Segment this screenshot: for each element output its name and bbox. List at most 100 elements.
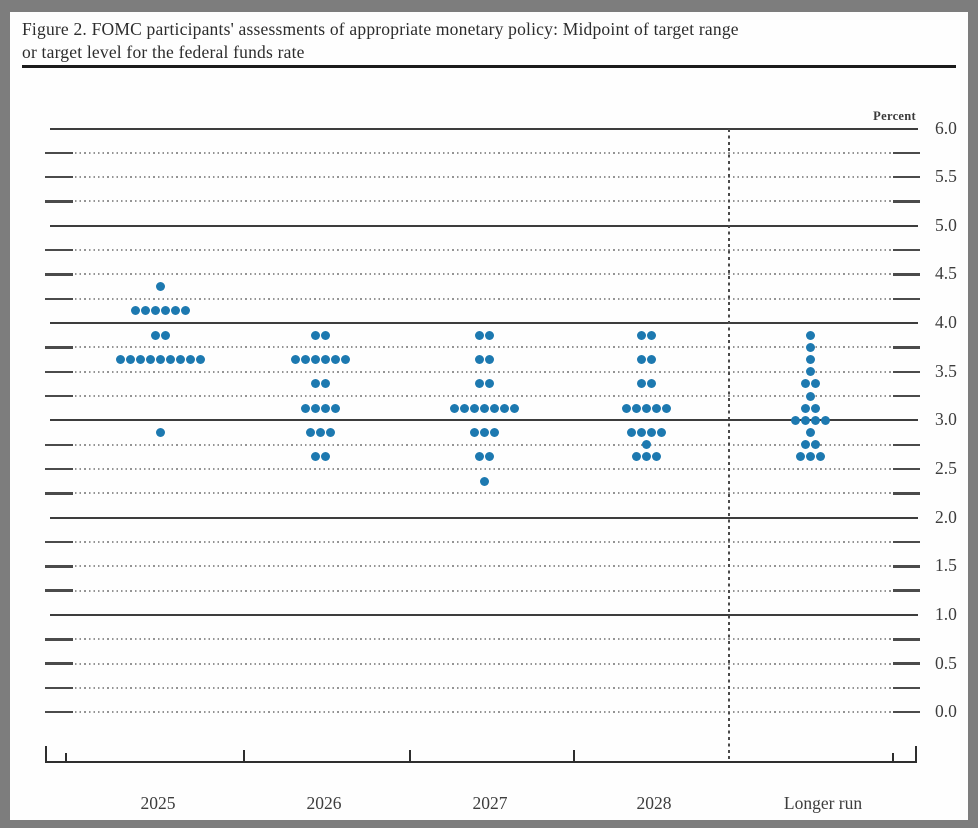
y-axis-unit-label: Percent: [873, 109, 916, 123]
participant-dot: [636, 330, 646, 340]
y-tick-label: 4.0: [935, 312, 957, 333]
participant-dot: [646, 379, 656, 389]
participant-dot: [646, 428, 656, 438]
participant-dot: [180, 306, 190, 316]
participant-dot: [484, 330, 494, 340]
participant-dot: [479, 403, 489, 413]
gridline-right-tick: [893, 394, 920, 398]
gridline-left-tick: [45, 492, 73, 495]
gridline-left-tick: [45, 565, 73, 568]
gridline-dotted: [75, 492, 891, 495]
participant-dot: [320, 452, 330, 462]
participant-dot: [800, 415, 810, 425]
gridline-dotted: [75, 346, 891, 349]
participant-dot: [305, 428, 315, 438]
participant-dot: [449, 403, 459, 413]
dot-plot: 6.0 5.5 5.0 4.5 4.0 3.5 3.0 2.5 2.0 1.5 1.0 0.5 0.0 2…: [10, 12, 968, 820]
participant-dot: [474, 330, 484, 340]
x-category-label: 2025: [140, 793, 176, 813]
participant-dot: [489, 428, 499, 438]
participant-dot: [800, 403, 810, 413]
participant-dot: [125, 355, 135, 365]
participant-dot: [310, 330, 320, 340]
participant-dot: [499, 403, 509, 413]
participant-dot: [820, 415, 830, 425]
gridline-dotted: [75, 297, 891, 300]
participant-dot: [810, 403, 820, 413]
gridline-left-tick: [45, 443, 73, 446]
y-tick-label: 1.5: [935, 555, 957, 576]
y-tick-label: 5.0: [935, 214, 957, 235]
gridline-left-tick: [45, 346, 73, 349]
y-tick-label: 2.5: [935, 458, 957, 479]
gridline-dotted: [75, 176, 891, 179]
gridline-left-tick: [45, 370, 73, 373]
participant-dot: [330, 355, 340, 365]
participant-dot: [325, 428, 335, 438]
participant-dot: [631, 452, 641, 462]
participant-dot: [800, 440, 810, 450]
longer-run-separator-line: [728, 128, 730, 761]
participant-dot: [626, 428, 636, 438]
participant-dot: [320, 330, 330, 340]
participant-dot: [320, 403, 330, 413]
participant-dot: [310, 452, 320, 462]
participant-dot: [290, 355, 300, 365]
participant-dot: [810, 415, 820, 425]
participant-dot: [790, 415, 800, 425]
y-tick-label: 3.0: [935, 409, 957, 430]
x-axis-baseline: [45, 761, 917, 763]
participant-dot: [479, 428, 489, 438]
participant-dot: [805, 428, 815, 438]
participant-dot: [805, 452, 815, 462]
gridline-solid: [50, 419, 918, 422]
participant-dot: [641, 403, 651, 413]
y-tick-label: 3.5: [935, 360, 957, 381]
gridline-left-tick: [45, 175, 73, 179]
gridline-dotted: [75, 565, 891, 568]
gridline-dotted: [75, 273, 891, 276]
y-tick-label: 6.0: [935, 117, 957, 138]
gridline-dotted: [75, 468, 891, 471]
participant-dot: [185, 355, 195, 365]
participant-dot: [474, 355, 484, 365]
participant-dot: [805, 330, 815, 340]
participant-dot: [150, 306, 160, 316]
participant-dot: [160, 306, 170, 316]
participant-dot: [805, 391, 815, 401]
participant-dot: [636, 379, 646, 389]
x-axis-category-boundary-tick: [409, 750, 411, 761]
y-tick-label: 1.0: [935, 604, 957, 624]
gridline-left-tick: [45, 540, 73, 544]
gridline-dotted: [75, 711, 891, 714]
gridline-left-tick: [45, 467, 73, 471]
participant-dot: [135, 355, 145, 365]
gridline-dotted: [75, 638, 891, 641]
participant-dot: [300, 403, 310, 413]
x-axis-minor-tick: [65, 753, 67, 761]
figure-title-line2: or target level for the federal funds ra…: [22, 42, 305, 62]
participant-dot: [165, 355, 175, 365]
participant-dot: [115, 355, 125, 365]
participant-dot: [300, 355, 310, 365]
participant-dot: [489, 403, 499, 413]
participant-dot: [145, 355, 155, 365]
gridline-dotted: [75, 370, 891, 373]
participant-dot: [130, 306, 140, 316]
gridline-dotted: [75, 662, 891, 665]
gridline-right-tick: [893, 662, 920, 665]
participant-dot: [330, 403, 340, 413]
x-category-label: 2026: [306, 793, 342, 813]
gridline-left-tick: [45, 200, 73, 203]
participant-dot: [636, 428, 646, 438]
x-axis-minor-tick: [892, 753, 894, 761]
y-tick-label: 4.5: [935, 263, 957, 284]
gridline-left-tick: [45, 711, 73, 714]
x-category-label: Longer run: [783, 793, 863, 813]
participant-dot: [150, 330, 160, 340]
y-tick-label: 2.0: [935, 506, 957, 527]
participant-dot: [484, 452, 494, 462]
participant-dot: [170, 306, 180, 316]
gridline-left-tick: [45, 638, 73, 641]
participant-dot: [140, 306, 150, 316]
